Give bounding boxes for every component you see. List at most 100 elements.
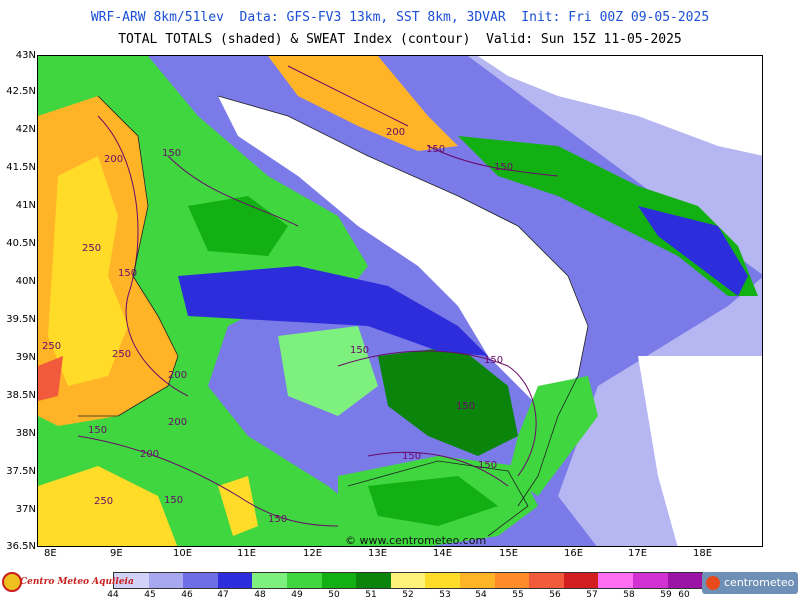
land-region (478, 56, 762, 156)
legend-swatch (563, 573, 599, 588)
contour-label: 150 (350, 345, 369, 356)
contour-label: 150 (494, 162, 513, 173)
legend-tick: 56 (549, 590, 561, 600)
lat-label: 41N (15, 200, 36, 211)
legend-swatch (529, 573, 564, 588)
sweat-contour (427, 145, 559, 177)
header-line-2: TOTAL TOTALS (shaded) & SWEAT Index (con… (118, 32, 682, 47)
contour-label: 150 (268, 514, 287, 525)
map-canvas: 200 150 250 150 250 250 200 150 200 200 … (38, 56, 762, 546)
legend-swatch (217, 573, 253, 588)
legend-swatch (425, 573, 460, 588)
logo-left-text: Centro Meteo Aquileia (20, 577, 134, 587)
legend-tick: 52 (402, 590, 414, 600)
centrometeo-logo (702, 572, 798, 594)
shade-region (638, 206, 748, 296)
sweat-contour (367, 451, 509, 487)
watermark-text: © www.centrometeo.com (345, 534, 487, 547)
lat-label: 43N (15, 50, 36, 61)
legend-swatch (183, 573, 218, 588)
shade-region (178, 266, 488, 356)
lat-label: 38N (15, 428, 36, 439)
land-region (218, 96, 588, 406)
sweat-contour (287, 65, 409, 127)
shade-region (278, 326, 378, 416)
lat-label: 39N (15, 352, 36, 363)
legend-tick: 58 (623, 590, 635, 600)
lat-label: 38.5N (6, 390, 36, 401)
lat-label: 40N (15, 276, 36, 287)
contour-label: 150 (162, 148, 181, 159)
logo-right-text: centrometeo (724, 576, 795, 589)
legend-tick: 51 (365, 590, 377, 600)
lon-label: 17E (628, 548, 648, 559)
legend-tick: 50 (328, 590, 340, 600)
shade-region (38, 466, 178, 546)
weather-map: 200 150 250 150 250 250 200 150 200 200 … (37, 55, 763, 547)
legend-swatch (459, 573, 495, 588)
legend-tick: 57 (586, 590, 598, 600)
shade-region (508, 376, 598, 496)
shade-region (368, 476, 498, 526)
lat-label: 42N (15, 124, 36, 135)
legend-swatch (286, 573, 322, 588)
contour-label: 250 (112, 349, 131, 360)
centro-meteo-aquileia-logo (2, 572, 22, 592)
contour-label: 250 (42, 341, 61, 352)
lon-label: 10E (173, 548, 193, 559)
lat-label: 42.5N (6, 86, 36, 97)
legend-tick: 46 (181, 590, 193, 600)
legend-swatch (598, 573, 633, 588)
contour-label: 250 (94, 496, 113, 507)
sweat-contour (97, 115, 189, 397)
contour-label: 150 (426, 144, 445, 155)
legend-tick: 47 (217, 590, 229, 600)
legend-tick: 60 (678, 590, 690, 600)
legend-tick: 59 (660, 590, 672, 600)
lon-label: 14E (433, 548, 453, 559)
lat-label: 36.5N (6, 541, 36, 552)
legend-tick: 54 (475, 590, 487, 600)
contour-label: 200 (104, 154, 123, 165)
coastline (78, 95, 179, 417)
contour-label: 200 (168, 370, 187, 381)
lon-label: 15E (499, 548, 519, 559)
legend-swatch (667, 573, 703, 588)
legend-swatch (632, 573, 668, 588)
shade-region (378, 346, 518, 456)
shade-region (218, 476, 258, 536)
contour-label: 150 (88, 425, 107, 436)
legend-tick: 48 (254, 590, 266, 600)
sun-icon (706, 576, 720, 590)
shade-region (48, 156, 128, 386)
coastline (217, 95, 589, 507)
header-line-1: WRF-ARW 8km/51lev Data: GFS-FV3 13km, SS… (90, 10, 710, 25)
contour-label: 250 (82, 243, 101, 254)
lon-label: 12E (303, 548, 323, 559)
coastline (347, 460, 529, 537)
lat-label: 40.5N (6, 238, 36, 249)
legend-swatch (321, 573, 357, 588)
lon-label: 13E (368, 548, 388, 559)
shade-region (38, 356, 63, 401)
sweat-contour (77, 435, 339, 527)
lon-label: 9E (110, 548, 123, 559)
sweat-contour (167, 155, 299, 227)
lon-label: 8E (44, 548, 57, 559)
contour-label: 200 (168, 417, 187, 428)
contour-label: 150 (118, 268, 137, 279)
legend-swatch (148, 573, 184, 588)
legend-tick: 45 (144, 590, 156, 600)
shade-region (458, 136, 758, 296)
lat-label: 39.5N (6, 314, 36, 325)
lat-label: 37.5N (6, 466, 36, 477)
contour-label: 200 (386, 127, 405, 138)
legend-swatch (356, 573, 391, 588)
lon-label: 18E (693, 548, 713, 559)
contour-label: 150 (478, 460, 497, 471)
lat-label: 41.5N (6, 162, 36, 173)
legend-swatch (390, 573, 426, 588)
contour-label: 200 (140, 449, 159, 460)
white-region (638, 356, 762, 546)
legend-tick: 49 (291, 590, 303, 600)
